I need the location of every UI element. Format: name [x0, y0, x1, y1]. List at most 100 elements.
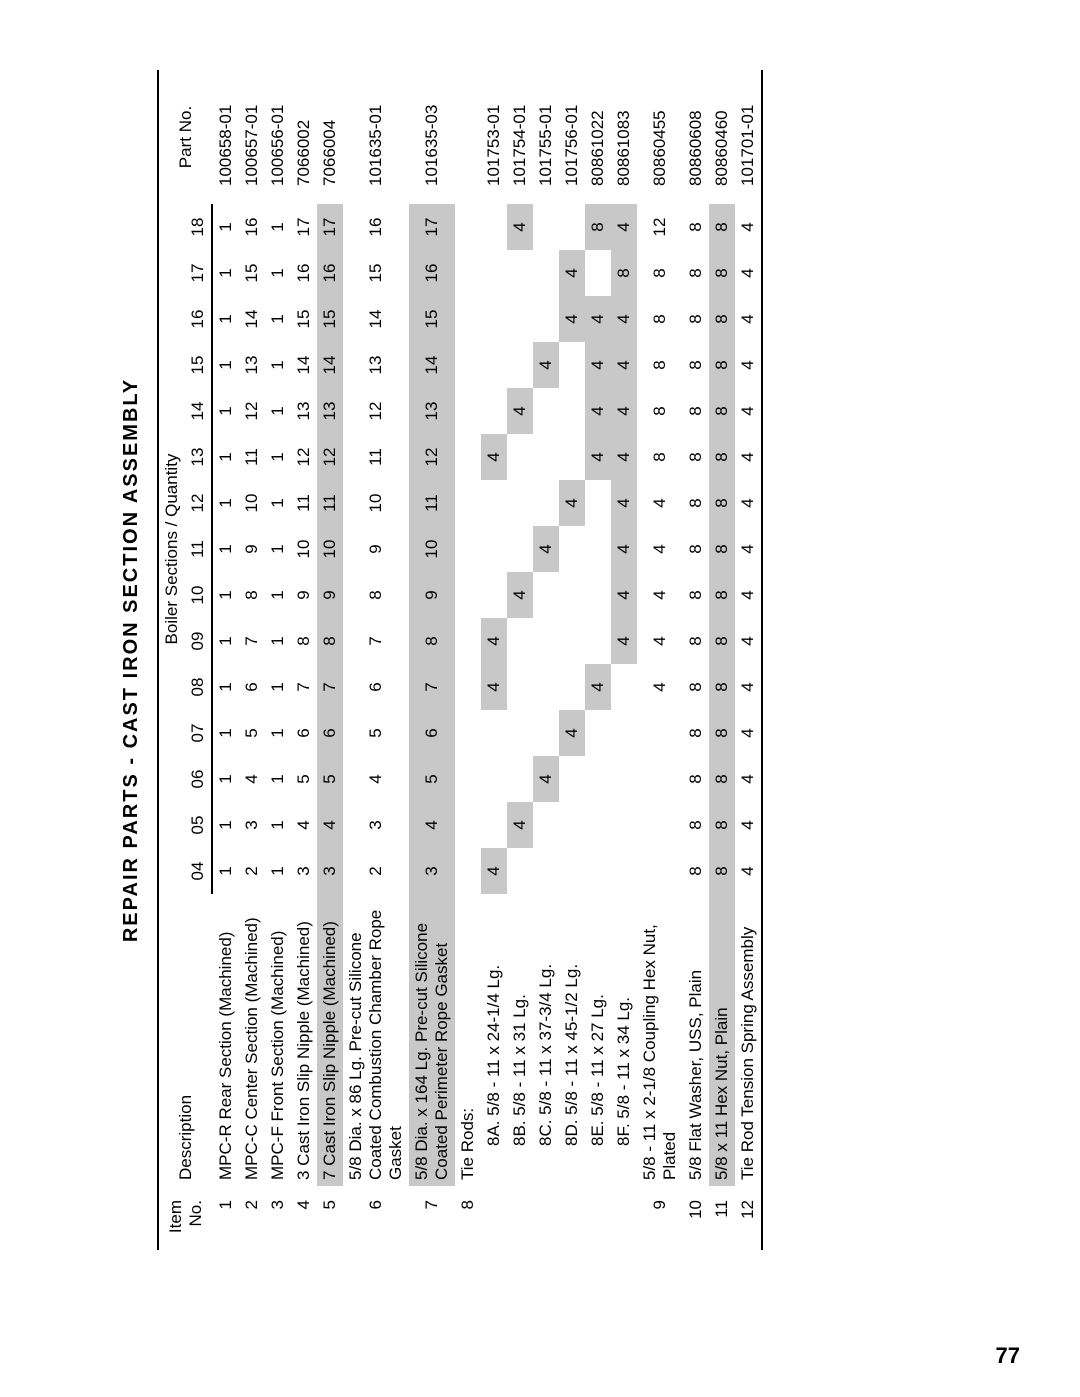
cell-qty: 5: [317, 756, 343, 802]
cell-qty: 1: [212, 342, 239, 388]
cell-qty: 16: [317, 250, 343, 296]
cell-item-no: 12: [735, 1186, 762, 1250]
cell-qty: [637, 848, 683, 894]
cell-qty: 8: [637, 434, 683, 480]
cell-qty: 6: [343, 664, 409, 710]
cell-qty: [585, 848, 611, 894]
cell-qty: 12: [637, 204, 683, 250]
cell-qty: 4: [611, 388, 637, 434]
cell-qty: [507, 526, 533, 572]
cell-qty: 1: [212, 756, 239, 802]
cell-qty: 4: [559, 480, 585, 526]
cell-qty: [481, 710, 507, 756]
cell-qty: 7: [317, 664, 343, 710]
cell-item-no: [507, 1186, 533, 1250]
cell-qty: [455, 710, 481, 756]
cell-qty: 4: [611, 618, 637, 664]
cell-qty: 10: [317, 526, 343, 572]
cell-qty: 4: [637, 480, 683, 526]
cell-part-no: 100656-01: [265, 70, 291, 204]
cell-qty: [533, 434, 559, 480]
cell-qty: [585, 526, 611, 572]
table-row: 2MPC-C Center Section (Machined)23456789…: [239, 70, 265, 1250]
table-row: 8E. 5/8 - 11 x 27 Lg.44444880861022: [585, 70, 611, 1250]
cell-qty: 8: [683, 710, 709, 756]
cell-part-no: 101755-01: [533, 70, 559, 204]
cell-qty: 16: [291, 250, 317, 296]
cell-qty: 8: [709, 802, 735, 848]
cell-part-no: 101635-01: [343, 70, 409, 204]
cell-qty: 4: [291, 802, 317, 848]
cell-qty: 4: [317, 802, 343, 848]
cell-qty: [481, 296, 507, 342]
cell-qty: [559, 342, 585, 388]
cell-qty: [611, 710, 637, 756]
cell-qty: 14: [291, 342, 317, 388]
table-row: 43 Cast Iron Slip Nipple (Machined)34567…: [291, 70, 317, 1250]
cell-qty: [559, 802, 585, 848]
cell-qty: 1: [265, 802, 291, 848]
cell-qty: 8: [343, 572, 409, 618]
table-row: 8Tie Rods:: [455, 70, 481, 1250]
cell-item-no: [611, 1186, 637, 1250]
cell-item-no: [559, 1186, 585, 1250]
cell-qty: 1: [265, 572, 291, 618]
cell-qty: 4: [611, 572, 637, 618]
cell-description: 3 Cast Iron Slip Nipple (Machined): [291, 894, 317, 1186]
cell-qty: 17: [409, 204, 455, 250]
cell-qty: 8: [709, 388, 735, 434]
cell-qty: [455, 756, 481, 802]
cell-qty: 1: [265, 204, 291, 250]
cell-qty: [585, 710, 611, 756]
cell-qty: 1: [212, 296, 239, 342]
cell-description: 8E. 5/8 - 11 x 27 Lg.: [585, 894, 611, 1186]
cell-description: 5/8 Dia. x 164 Lg. Pre-cut Silicone Coat…: [409, 894, 455, 1186]
cell-qty: [559, 388, 585, 434]
cell-qty: 13: [317, 388, 343, 434]
cell-qty: 4: [735, 618, 762, 664]
cell-qty: 4: [533, 756, 559, 802]
cell-qty: 10: [291, 526, 317, 572]
cell-qty: 4: [637, 526, 683, 572]
cell-qty: 8: [683, 756, 709, 802]
cell-qty: [611, 664, 637, 710]
cell-qty: 4: [735, 480, 762, 526]
cell-qty: [585, 756, 611, 802]
col-section-16: 16: [185, 296, 212, 342]
cell-qty: [585, 618, 611, 664]
cell-qty: 4: [611, 204, 637, 250]
cell-qty: 4: [533, 342, 559, 388]
cell-qty: 8: [709, 296, 735, 342]
cell-qty: 14: [343, 296, 409, 342]
col-item-no: Item No.: [158, 1186, 212, 1250]
col-section-14: 14: [185, 388, 212, 434]
cell-item-no: [481, 1186, 507, 1250]
cell-qty: [559, 618, 585, 664]
cell-qty: 4: [507, 572, 533, 618]
cell-item-no: 6: [343, 1186, 409, 1250]
cell-qty: [481, 526, 507, 572]
cell-qty: 6: [409, 710, 455, 756]
cell-qty: [585, 572, 611, 618]
cell-qty: 4: [585, 434, 611, 480]
cell-qty: 8: [709, 526, 735, 572]
page-title: REPAIR PARTS - CAST IRON SECTION ASSEMBL…: [120, 70, 143, 1250]
table-row: 65/8 Dia. x 86 Lg. Pre-cut Silicone Coat…: [343, 70, 409, 1250]
cell-qty: [533, 848, 559, 894]
cell-qty: 1: [265, 434, 291, 480]
cell-qty: 4: [481, 848, 507, 894]
cell-description: MPC-F Front Section (Machined): [265, 894, 291, 1186]
cell-qty: 5: [343, 710, 409, 756]
cell-qty: [455, 572, 481, 618]
cell-qty: [611, 802, 637, 848]
cell-qty: 1: [212, 526, 239, 572]
cell-item-no: 3: [265, 1186, 291, 1250]
cell-qty: 4: [409, 802, 455, 848]
cell-qty: [585, 480, 611, 526]
cell-qty: 8: [709, 250, 735, 296]
cell-qty: 1: [265, 342, 291, 388]
cell-part-no: 101754-01: [507, 70, 533, 204]
cell-item-no: 5: [317, 1186, 343, 1250]
cell-qty: 4: [735, 204, 762, 250]
col-section-08: 08: [185, 664, 212, 710]
